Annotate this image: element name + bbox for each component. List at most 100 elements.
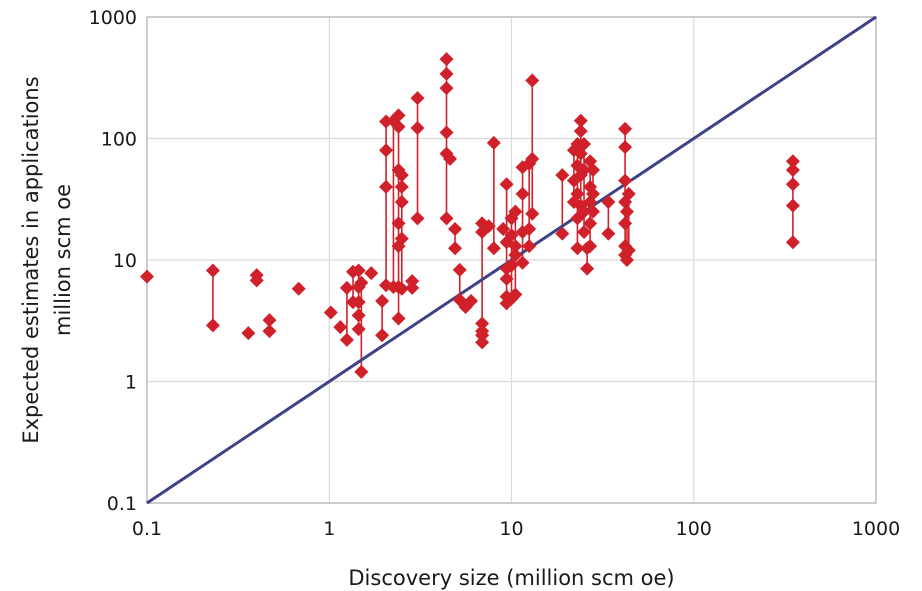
estimate-marker xyxy=(486,241,501,256)
estimate-marker xyxy=(525,151,540,166)
estimate-marker xyxy=(464,293,479,308)
estimate-marker xyxy=(515,186,530,201)
estimate-marker xyxy=(391,108,406,123)
estimate-marker xyxy=(508,204,523,219)
estimate-marker xyxy=(323,305,338,320)
estimate-marker xyxy=(585,204,600,219)
estimate-marker xyxy=(785,177,800,192)
estimate-marker xyxy=(583,216,598,231)
estimate-marker xyxy=(262,313,277,328)
estimate-marker xyxy=(351,322,366,337)
estimate-marker xyxy=(405,280,420,295)
x-tick-label: 0.1 xyxy=(132,518,162,540)
estimate-marker xyxy=(375,328,390,343)
estimate-marker xyxy=(379,143,394,158)
estimate-marker xyxy=(351,295,366,310)
estimate-marker xyxy=(391,216,406,231)
estimate-marker xyxy=(508,247,523,262)
estimate-marker xyxy=(394,231,409,246)
estimate-marker xyxy=(601,195,616,210)
estimate-marker xyxy=(475,316,490,331)
estimate-marker xyxy=(577,163,592,178)
y-tick-label: 0.1 xyxy=(107,493,137,515)
estimate-marker xyxy=(504,258,519,273)
estimate-marker xyxy=(515,255,530,270)
y-axis-ticks: 0.1 1 10 100 1000 xyxy=(89,7,137,515)
x-axis-ticks: 0.1 1 10 100 1000 xyxy=(132,518,900,540)
estimate-marker xyxy=(785,163,800,178)
estimate-marker xyxy=(394,195,409,210)
estimate-marker xyxy=(205,318,220,333)
x-tick-label: 100 xyxy=(676,518,712,540)
estimate-marker xyxy=(452,262,467,277)
estimate-marker xyxy=(333,320,348,335)
estimate-marker xyxy=(241,326,256,341)
estimate-marker xyxy=(499,177,514,192)
estimate-marker xyxy=(555,226,570,241)
estimate-marker xyxy=(439,211,454,226)
plot-frame xyxy=(146,16,877,504)
estimate-marker xyxy=(496,221,511,236)
x-tick-label: 1 xyxy=(323,518,335,540)
estimate-marker xyxy=(394,168,409,183)
estimate-marker xyxy=(443,151,458,166)
estimate-marker xyxy=(410,121,425,136)
y-tick-label: 1000 xyxy=(89,7,137,29)
y-tick-label: 100 xyxy=(101,129,137,151)
estimate-marker xyxy=(448,241,463,256)
estimate-marker xyxy=(601,226,616,241)
estimate-marker xyxy=(391,311,406,326)
estimate-marker xyxy=(351,308,366,323)
estimate-marker xyxy=(375,293,390,308)
estimate-marker xyxy=(391,119,406,134)
estimate-marker xyxy=(394,179,409,194)
estimate-marker xyxy=(249,273,264,288)
estimate-marker xyxy=(205,263,220,278)
estimate-marker xyxy=(475,328,490,343)
estimate-marker xyxy=(785,154,800,169)
estimate-marker xyxy=(410,91,425,106)
y-tick-label: 1 xyxy=(125,372,137,394)
x-tick-label: 10 xyxy=(499,518,523,540)
estimate-marker xyxy=(410,211,425,226)
estimate-marker xyxy=(499,271,514,286)
y-axis-title-line-2: million scm oe xyxy=(51,184,75,336)
estimate-marker xyxy=(618,216,633,231)
estimate-marker xyxy=(354,364,369,379)
estimate-marker xyxy=(394,281,409,296)
estimate-marker xyxy=(570,186,585,201)
estimate-marker xyxy=(522,221,537,236)
estimate-marker xyxy=(619,253,634,267)
estimate-marker xyxy=(481,219,496,234)
estimate-marker xyxy=(508,287,523,302)
estimate-marker xyxy=(525,73,540,88)
estimate-marker xyxy=(439,125,454,140)
estimate-marker xyxy=(262,324,277,339)
estimate-marker xyxy=(339,332,354,347)
estimate-marker xyxy=(577,225,592,240)
estimate-marker xyxy=(577,137,592,152)
x-axis-title: Discovery size (million scm oe) xyxy=(348,566,674,590)
discovery-markers xyxy=(140,52,800,379)
y-tick-label: 10 xyxy=(113,250,137,272)
estimate-marker xyxy=(379,179,394,194)
estimate-marker xyxy=(525,206,540,221)
estimate-marker xyxy=(785,235,800,250)
estimate-marker xyxy=(448,221,463,236)
x-tick-label: 1000 xyxy=(852,518,900,540)
estimate-marker xyxy=(351,263,366,278)
estimate-marker xyxy=(555,168,570,183)
estimate-marker xyxy=(486,135,501,150)
estimate-marker xyxy=(354,275,369,290)
estimate-marker xyxy=(618,140,633,155)
estimate-marker xyxy=(339,280,354,295)
estimate-marker xyxy=(140,269,154,284)
estimate-marker xyxy=(364,266,379,281)
estimate-marker xyxy=(439,66,454,81)
estimate-marker xyxy=(291,281,306,296)
estimate-marker xyxy=(573,113,588,128)
estimate-marker xyxy=(570,241,585,256)
estimate-marker xyxy=(475,335,490,350)
estimate-marker xyxy=(508,239,523,254)
